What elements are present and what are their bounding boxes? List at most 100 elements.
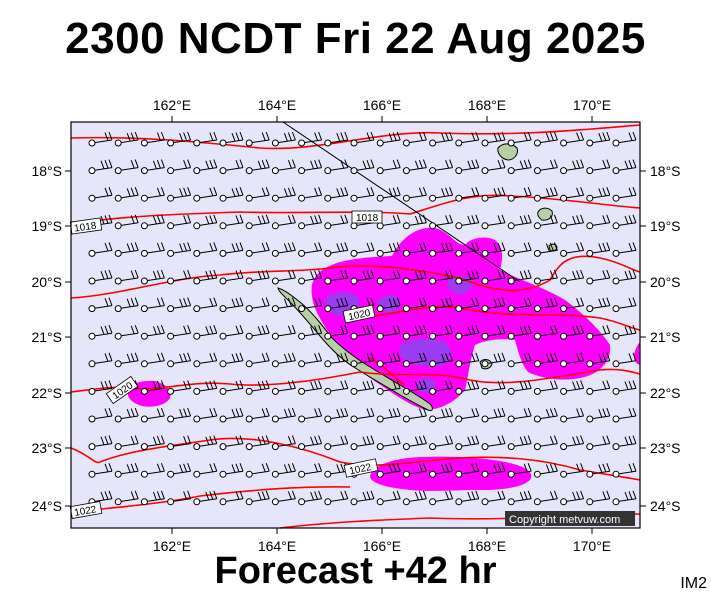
rain-area-south <box>370 456 532 491</box>
wind-barb <box>537 242 558 254</box>
wind-station-dot <box>219 139 227 147</box>
wind-station-dot <box>245 139 253 147</box>
wind-barb <box>563 214 585 227</box>
wind-station-dot <box>586 360 594 368</box>
wind-station-dot <box>350 332 358 340</box>
wind-station-dot <box>114 305 122 313</box>
wind-station-dot <box>507 443 515 451</box>
wind-barb <box>380 407 401 420</box>
wind-barb <box>563 159 585 172</box>
wind-barb <box>222 187 244 199</box>
wind-station-dot <box>193 415 201 423</box>
wind-barb <box>537 297 558 310</box>
wind-station-dot <box>455 415 463 423</box>
wind-station-dot <box>507 387 515 395</box>
wind-barb <box>222 352 244 365</box>
wind-station-dot <box>298 470 306 478</box>
wind-station-dot <box>455 139 463 147</box>
lat-label: 24°S <box>650 498 681 514</box>
lon-label: 164°E <box>258 97 296 113</box>
wind-station-dot <box>167 498 175 506</box>
lat-label: 20°S <box>31 274 62 290</box>
wind-station-dot <box>429 360 437 368</box>
wind-station-dot <box>507 305 515 313</box>
wind-station-dot <box>167 332 175 340</box>
wind-station-dot <box>245 498 253 506</box>
wind-station-dot <box>533 498 541 506</box>
lon-labels-bottom: 162°E 164°E 166°E 168°E 170°E <box>153 538 611 554</box>
wind-station-dot <box>350 415 358 423</box>
wind-station-dot <box>560 443 568 451</box>
wind-station-dot <box>533 249 541 257</box>
wind-station-dot <box>114 498 122 506</box>
wind-station-dot <box>429 194 437 202</box>
wind-barb <box>144 159 165 172</box>
frame-ticks <box>65 116 646 534</box>
wind-barb <box>196 159 218 172</box>
wind-barb <box>353 435 375 448</box>
wind-station-dot <box>376 305 384 313</box>
wind-barb <box>432 463 454 475</box>
wind-barb <box>484 187 506 199</box>
wind-station-dot <box>140 305 148 313</box>
wind-barb <box>144 490 165 503</box>
wind-station-dot <box>507 498 515 506</box>
wind-station-dot <box>376 498 384 506</box>
wind-station-dot <box>350 277 358 285</box>
wind-barb <box>170 131 192 144</box>
wind-station-dot <box>193 139 201 147</box>
wind-station-dot <box>402 222 410 230</box>
wind-barb <box>458 435 480 448</box>
lat-label: 21°S <box>650 329 681 345</box>
wind-barb <box>511 380 532 392</box>
wind-station-dot <box>533 387 541 395</box>
wind-barb <box>406 435 427 448</box>
wind-station-dot <box>88 249 96 257</box>
wind-station-dot <box>140 332 148 340</box>
wind-station-dot <box>324 167 332 175</box>
lon-label: 168°E <box>468 97 506 113</box>
wind-station-dot <box>533 222 541 230</box>
wind-barb <box>458 159 480 172</box>
wind-station-dot <box>586 498 594 506</box>
wind-barb <box>222 463 244 475</box>
wind-station-dot <box>140 360 148 368</box>
wind-station-dot <box>298 387 306 395</box>
copyright-box: Copyright metvuw.com <box>505 511 635 526</box>
wind-station-dot <box>219 194 227 202</box>
wind-station-dot <box>298 498 306 506</box>
wind-station-dot <box>298 360 306 368</box>
wind-barb <box>432 242 454 254</box>
wind-station-dot <box>298 277 306 285</box>
wind-station-dot <box>167 387 175 395</box>
wind-barb <box>301 325 323 337</box>
wind-station-dot <box>612 470 620 478</box>
wind-barb <box>118 131 139 144</box>
wind-barb <box>275 407 296 420</box>
wind-station-dot <box>455 443 463 451</box>
wind-barb <box>406 269 427 282</box>
wind-station-dot <box>140 139 148 147</box>
wind-barb <box>170 463 192 475</box>
island-ouvea <box>537 207 553 221</box>
wind-barb <box>249 325 270 337</box>
wind-station-dot <box>429 387 437 395</box>
wind-station-dot <box>324 415 332 423</box>
wind-station-dot <box>402 305 410 313</box>
wind-barb <box>144 214 165 227</box>
wind-station-dot <box>167 194 175 202</box>
wind-barb <box>301 269 323 282</box>
wind-station-dot <box>114 470 122 478</box>
wind-station-dot <box>193 360 201 368</box>
wind-barb <box>432 352 454 365</box>
wind-station-dot <box>193 249 201 257</box>
lon-label: 166°E <box>363 97 401 113</box>
wind-station-dot <box>533 470 541 478</box>
wind-station-dot <box>140 443 148 451</box>
wind-station-dot <box>429 139 437 147</box>
wind-barb <box>327 297 349 310</box>
wind-station-dot <box>612 305 620 313</box>
wind-station-dot <box>245 470 253 478</box>
lat-label: 18°S <box>650 163 681 179</box>
lon-label: 168°E <box>468 538 506 554</box>
